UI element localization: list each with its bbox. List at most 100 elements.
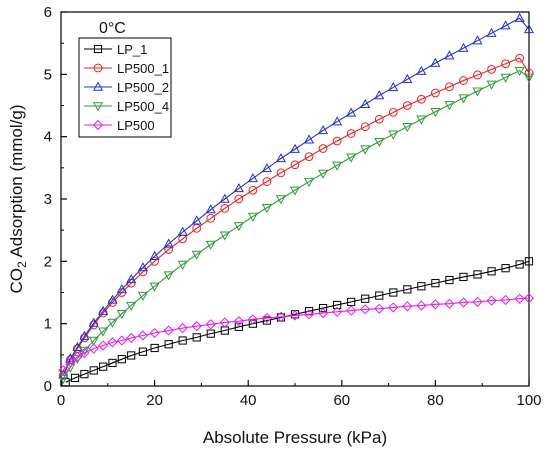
data-point-lp500-2 xyxy=(472,35,483,45)
data-point-lp500-4 xyxy=(88,336,99,346)
data-point-lp500-4 xyxy=(98,327,109,337)
data-point-lp500 xyxy=(58,365,69,376)
data-point-lp500-1 xyxy=(304,152,314,162)
data-point-lp500 xyxy=(303,309,315,320)
data-point-lp500-4 xyxy=(219,231,230,241)
data-point-lp500-1 xyxy=(416,94,426,104)
data-point-lp500 xyxy=(346,305,357,316)
legend-label: LP500_4 xyxy=(117,99,169,114)
data-point-lp500-1 xyxy=(234,194,244,204)
legend-item-lp500-2: LP500_2 xyxy=(84,80,169,95)
series-lp-1 xyxy=(61,257,534,387)
data-point-lp500 xyxy=(137,330,149,341)
data-point-lp500-2 xyxy=(388,81,399,92)
data-point-lp500-2 xyxy=(233,182,244,193)
y-axis-title-suffix: Adsorption (mmol/g) xyxy=(7,104,26,261)
data-point-lp-1 xyxy=(99,362,108,371)
series-layer xyxy=(58,12,535,387)
y-tick-label: 3 xyxy=(44,191,52,208)
data-point-lp500-2 xyxy=(360,98,371,108)
data-point-lp500 xyxy=(79,347,90,359)
data-point-lp500 xyxy=(65,357,76,368)
data-point-lp500-2 xyxy=(402,73,413,84)
data-point-lp500-1 xyxy=(374,114,384,124)
data-point-lp-1 xyxy=(206,329,215,338)
data-point-lp500-2 xyxy=(416,65,427,75)
data-point-lp500 xyxy=(107,337,118,348)
data-point-lp-1 xyxy=(361,294,370,303)
data-point-lp500-1 xyxy=(248,185,258,195)
data-point-lp500-1 xyxy=(431,88,440,98)
data-point-lp500 xyxy=(317,307,329,319)
data-point-lp500 xyxy=(72,351,83,362)
data-point-lp500-2 xyxy=(430,57,441,67)
data-point-lp500 xyxy=(233,316,244,327)
x-tick-label: 40 xyxy=(240,392,257,409)
legend-swatch-marker xyxy=(93,63,103,73)
data-point-lp-1 xyxy=(389,288,398,297)
data-point-lp-1 xyxy=(89,366,98,375)
x-tick-label: 80 xyxy=(427,392,444,409)
data-point-lp500 xyxy=(472,296,483,307)
data-point-lp500-4 xyxy=(137,291,148,302)
data-point-lp-1 xyxy=(333,300,342,310)
data-point-lp500-1 xyxy=(276,168,286,178)
data-point-lp500-1 xyxy=(459,76,468,85)
data-point-lp500 xyxy=(88,343,99,354)
data-point-lp-1 xyxy=(318,303,328,313)
data-point-lp-1 xyxy=(501,264,510,273)
data-point-lp500 xyxy=(261,312,273,324)
axis-ticks: 0 20 40 60 80 100 0 1 2 3 4 5 6 xyxy=(44,4,542,409)
data-point-lp500-2 xyxy=(98,305,109,315)
data-point-lp500-2 xyxy=(332,116,343,126)
data-point-lp-1 xyxy=(127,351,136,360)
legend-title: 0°C xyxy=(99,20,126,37)
data-point-lp500-1 xyxy=(473,70,482,80)
data-point-lp-1 xyxy=(138,347,148,356)
y-tick-label: 1 xyxy=(44,316,52,333)
series-line-lp500 xyxy=(62,297,530,371)
data-point-lp500-2 xyxy=(72,341,83,352)
legend-label: LP500_2 xyxy=(117,80,169,95)
data-point-lp500 xyxy=(191,321,202,332)
data-point-lp500 xyxy=(177,322,188,334)
data-point-lp500-4 xyxy=(472,87,483,97)
legend-label: LP500 xyxy=(117,118,155,133)
data-point-lp500-4 xyxy=(65,363,76,373)
data-point-lp500 xyxy=(98,340,109,351)
data-point-lp500-1 xyxy=(290,160,300,170)
data-point-lp500-4 xyxy=(500,73,511,83)
data-point-lp500-4 xyxy=(402,122,413,133)
data-point-lp500-4 xyxy=(126,301,137,312)
data-point-lp500-2 xyxy=(289,143,301,153)
data-point-lp500-4 xyxy=(275,195,287,205)
data-point-lp500-4 xyxy=(514,66,525,77)
y-axis-title: CO2 Adsorption (mmol/g) xyxy=(7,104,29,293)
data-point-lp500 xyxy=(486,295,497,306)
data-point-lp500-2 xyxy=(261,163,272,173)
data-point-lp500-4 xyxy=(360,145,371,155)
data-point-lp-1 xyxy=(445,275,454,285)
data-point-lp500-2 xyxy=(88,317,99,327)
data-point-lp500-4 xyxy=(318,169,329,179)
data-point-lp500-2 xyxy=(191,215,202,225)
data-point-lp-1 xyxy=(459,272,468,282)
data-point-lp500 xyxy=(514,293,525,304)
series-line-lp-1 xyxy=(65,260,530,383)
data-point-lp-1 xyxy=(417,282,426,291)
data-point-lp-1 xyxy=(80,370,89,379)
y-tick-label: 5 xyxy=(44,66,52,83)
data-point-lp500 xyxy=(402,301,413,312)
data-point-lp500 xyxy=(458,297,469,308)
data-point-lp500-1 xyxy=(515,53,525,63)
y-axis-title-subscript: 2 xyxy=(15,261,29,268)
data-point-lp-1 xyxy=(150,343,159,353)
data-point-lp500-4 xyxy=(289,186,301,196)
series-line-lp500-1 xyxy=(62,57,530,376)
data-point-lp500-4 xyxy=(486,80,497,90)
data-point-lp500-2 xyxy=(275,153,287,163)
data-point-lp500-1 xyxy=(501,59,511,69)
data-point-lp500 xyxy=(332,306,343,317)
data-point-lp500-2 xyxy=(444,50,455,60)
